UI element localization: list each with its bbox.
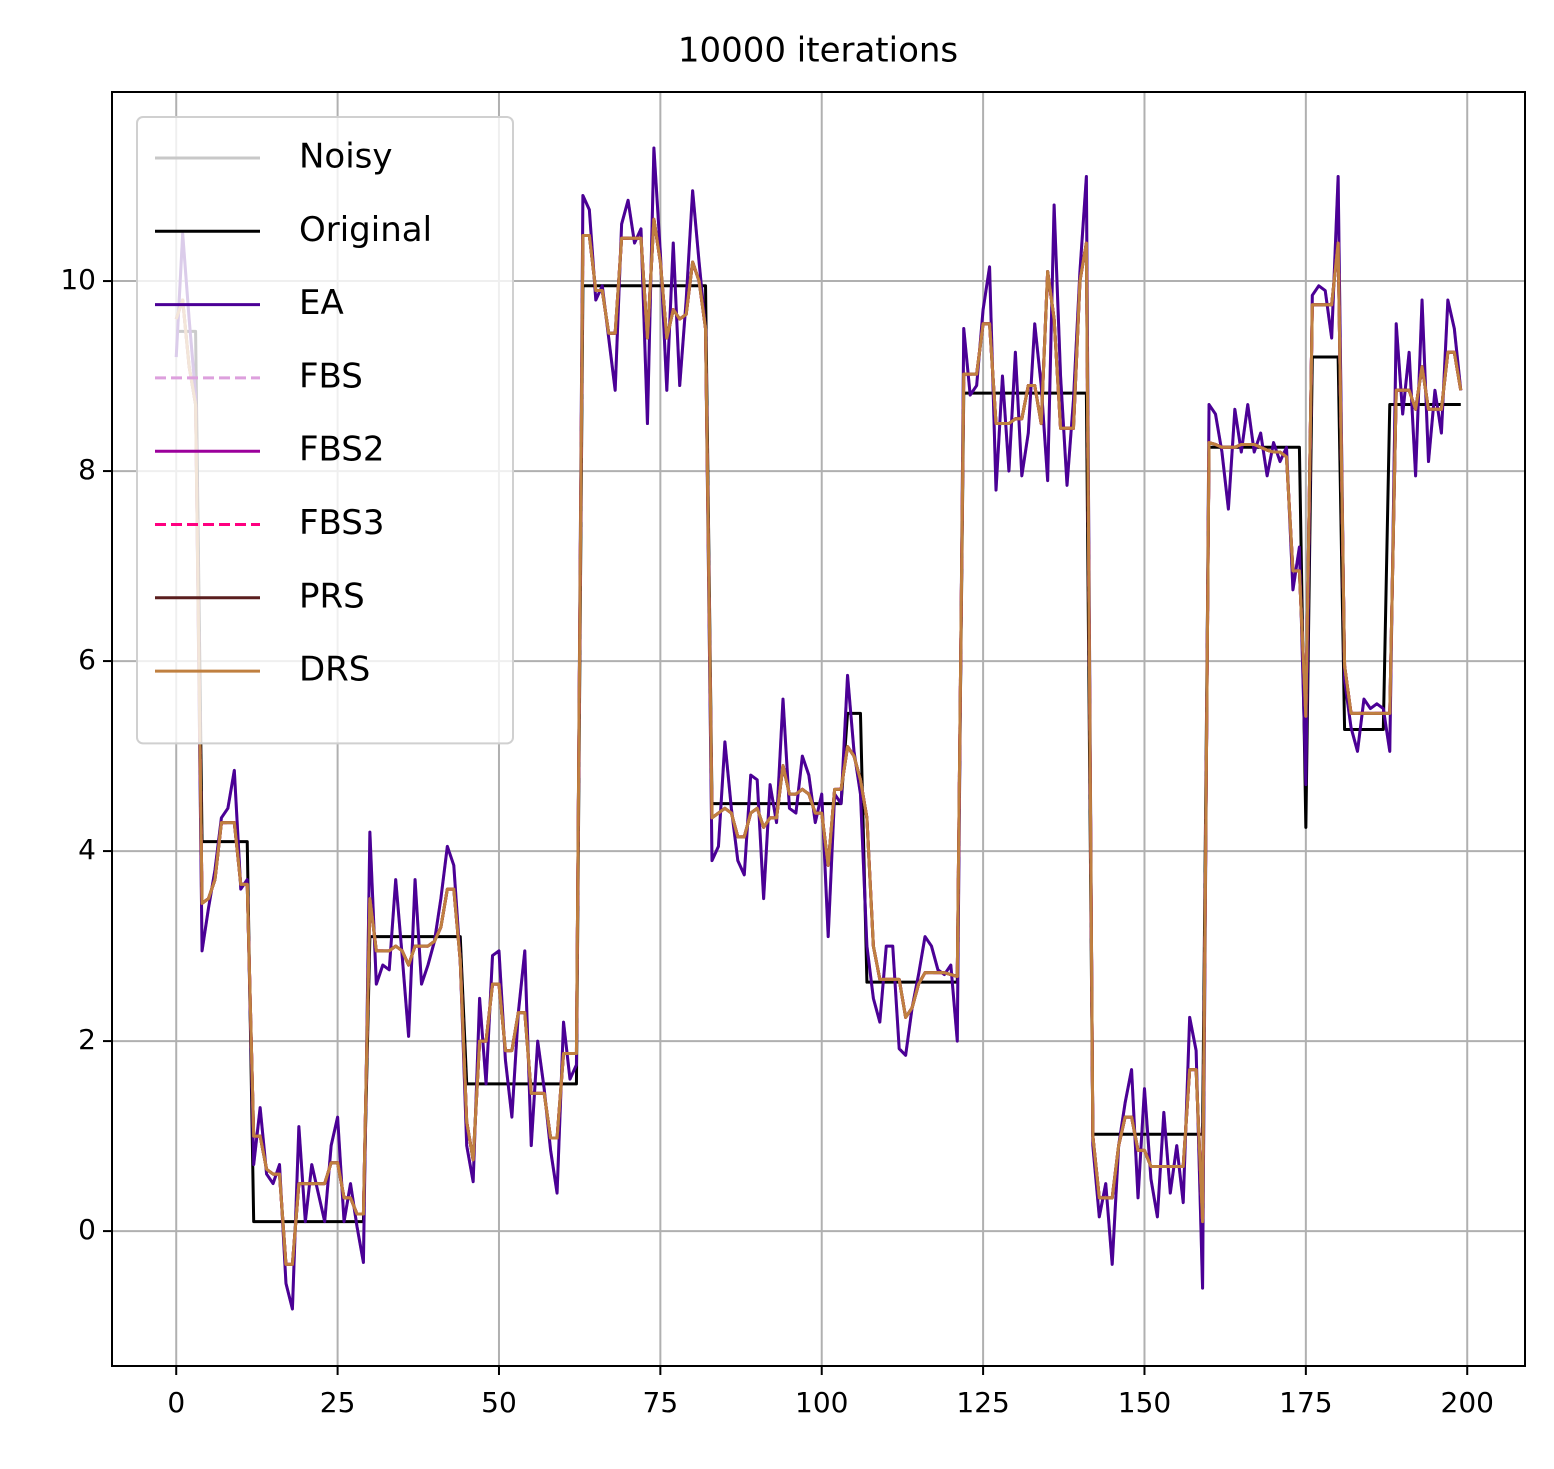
legend-label: FBS2	[299, 430, 385, 470]
x-tick-label: 175	[1279, 1386, 1332, 1419]
legend-label: PRS	[299, 576, 365, 616]
y-tick-label: 6	[78, 643, 96, 676]
x-tick-label: 50	[481, 1386, 517, 1419]
x-tick-label: 100	[795, 1386, 848, 1419]
legend-label: FBS3	[299, 503, 385, 543]
x-tick-label: 0	[167, 1386, 185, 1419]
x-tick-label: 125	[956, 1386, 1009, 1419]
y-tick-label: 2	[78, 1023, 96, 1056]
legend-label: Noisy	[299, 137, 393, 177]
legend-label: FBS	[299, 356, 363, 396]
y-tick-label: 8	[78, 453, 96, 486]
y-tick-label: 4	[78, 833, 96, 866]
y-tick-label: 0	[78, 1213, 96, 1246]
legend-label: EA	[299, 283, 344, 323]
legend-label: DRS	[299, 650, 370, 690]
chart-title: 10000 iterations	[678, 31, 958, 71]
x-tick-label: 75	[643, 1386, 679, 1419]
y-tick-label: 10	[60, 263, 96, 296]
x-tick-label: 200	[1441, 1386, 1494, 1419]
series-line	[174, 217, 1463, 1266]
plot-frame	[111, 91, 1526, 1367]
legend-box	[136, 116, 514, 745]
series-line	[174, 146, 1463, 1311]
x-tick-label: 25	[320, 1386, 356, 1419]
legend-label: Original	[299, 210, 432, 250]
x-tick-label: 150	[1118, 1386, 1171, 1419]
